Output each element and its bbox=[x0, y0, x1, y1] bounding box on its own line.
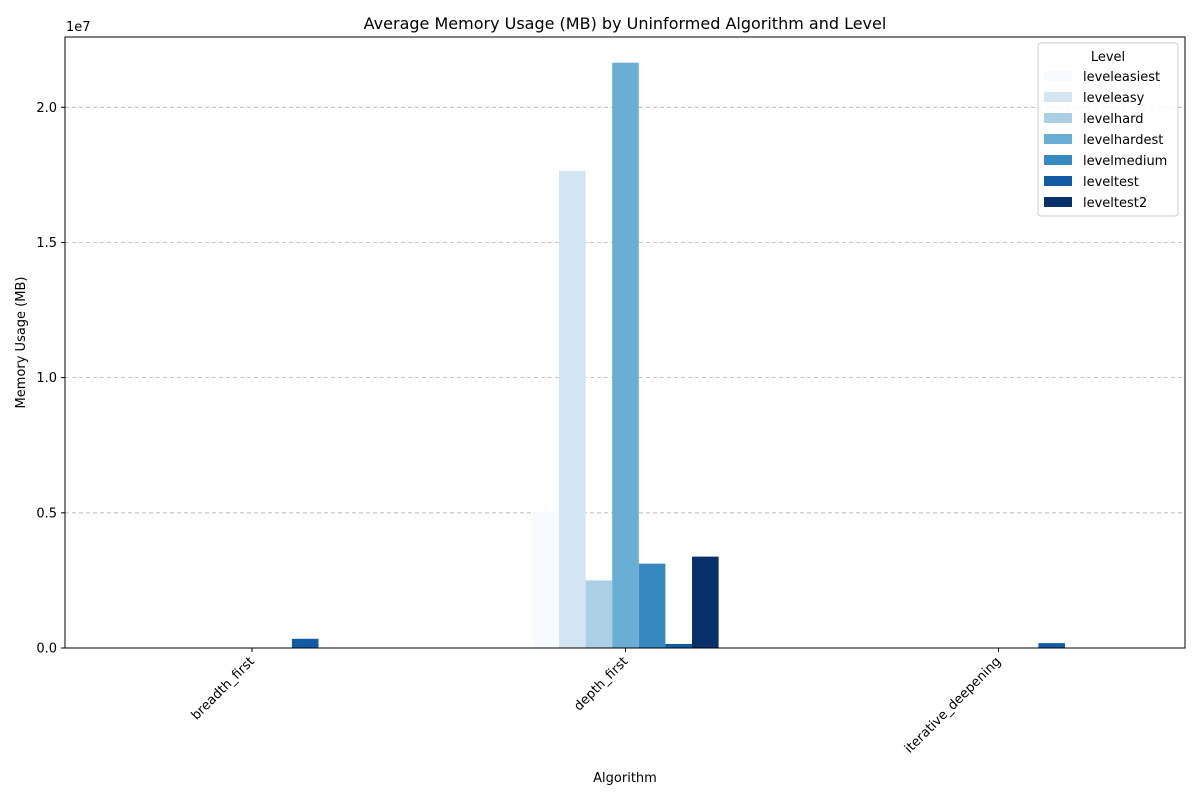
legend-swatch-levelhardest bbox=[1044, 134, 1072, 144]
y-axis-offset-label: 1e7 bbox=[66, 20, 91, 35]
y-tick-label: 1.0 bbox=[36, 371, 57, 386]
bar-leveltest-iterative_deepening bbox=[1038, 643, 1065, 648]
x-axis-label: Algorithm bbox=[593, 771, 657, 786]
y-tick-label: 2.0 bbox=[36, 101, 57, 116]
x-tick-label-breadth_first: breadth_first bbox=[189, 654, 258, 723]
bar-levelhard-depth_first bbox=[585, 580, 613, 648]
legend-label-leveltest: leveltest bbox=[1083, 175, 1139, 190]
bar-levelhardest-depth_first bbox=[612, 62, 639, 648]
bar-leveltest-depth_first bbox=[665, 643, 692, 648]
bar-levelmedium-depth_first bbox=[638, 563, 666, 648]
x-tick-label-iterative_deepening: iterative_deepening bbox=[902, 654, 1004, 756]
y-axis-label: Memory Usage (MB) bbox=[14, 277, 29, 409]
bar-leveleasy-depth_first bbox=[559, 170, 586, 648]
legend-title: Level bbox=[1091, 50, 1125, 65]
bars bbox=[291, 62, 1065, 648]
legend-box bbox=[1037, 42, 1179, 217]
legend-swatch-leveltest bbox=[1044, 176, 1072, 186]
legend-label-leveleasiest: leveleasiest bbox=[1083, 70, 1160, 85]
y-tick-label: 1.5 bbox=[36, 236, 57, 251]
legend-label-leveltest2: leveltest2 bbox=[1083, 196, 1147, 211]
bar-leveltest2-depth_first bbox=[692, 556, 719, 648]
y-tick-label: 0.0 bbox=[36, 642, 57, 657]
x-axis: breadth_first depth_first iterative_deepen… bbox=[189, 648, 1004, 757]
legend-swatch-leveleasy bbox=[1044, 92, 1072, 102]
legend-swatch-leveleasiest bbox=[1044, 71, 1072, 81]
chart-title: Average Memory Usage (MB) by Uninformed … bbox=[364, 14, 887, 33]
y-axis: 0.0 0.5 1.0 1.5 2.0 bbox=[36, 101, 65, 657]
bar-leveleasiest-depth_first bbox=[532, 511, 559, 648]
legend-label-leveleasy: leveleasy bbox=[1083, 91, 1145, 106]
legend: Level leveleasiest leveleasy levelhard leve… bbox=[1037, 42, 1179, 217]
y-tick-label: 0.5 bbox=[36, 506, 57, 521]
legend-label-levelhardest: levelhardest bbox=[1083, 133, 1163, 148]
legend-label-levelmedium: levelmedium bbox=[1083, 154, 1167, 169]
legend-label-levelhard: levelhard bbox=[1083, 112, 1144, 127]
bar-leveltest-breadth_first bbox=[291, 638, 319, 648]
legend-swatch-levelmedium bbox=[1044, 155, 1072, 165]
x-tick-label-depth_first: depth_first bbox=[571, 654, 631, 714]
legend-swatch-levelhard bbox=[1044, 113, 1072, 123]
legend-swatch-leveltest2 bbox=[1044, 197, 1072, 207]
